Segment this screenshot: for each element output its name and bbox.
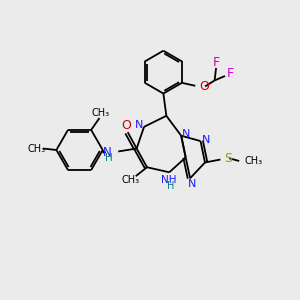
Text: O: O [200,80,210,93]
Text: CH₃: CH₃ [122,175,140,185]
Text: H: H [167,181,175,191]
Text: S: S [224,152,232,165]
Text: N: N [134,120,143,130]
Text: NH: NH [161,175,176,185]
Text: N: N [202,135,210,145]
Text: CH₃: CH₃ [244,156,262,166]
Text: O: O [121,119,131,132]
Text: F: F [213,56,220,69]
Text: CH₃: CH₃ [91,108,109,118]
Text: N: N [188,179,196,189]
Text: N: N [103,146,112,159]
Text: H: H [105,153,113,163]
Text: N: N [182,129,191,139]
Text: CH₃: CH₃ [28,143,46,154]
Text: F: F [226,68,234,80]
